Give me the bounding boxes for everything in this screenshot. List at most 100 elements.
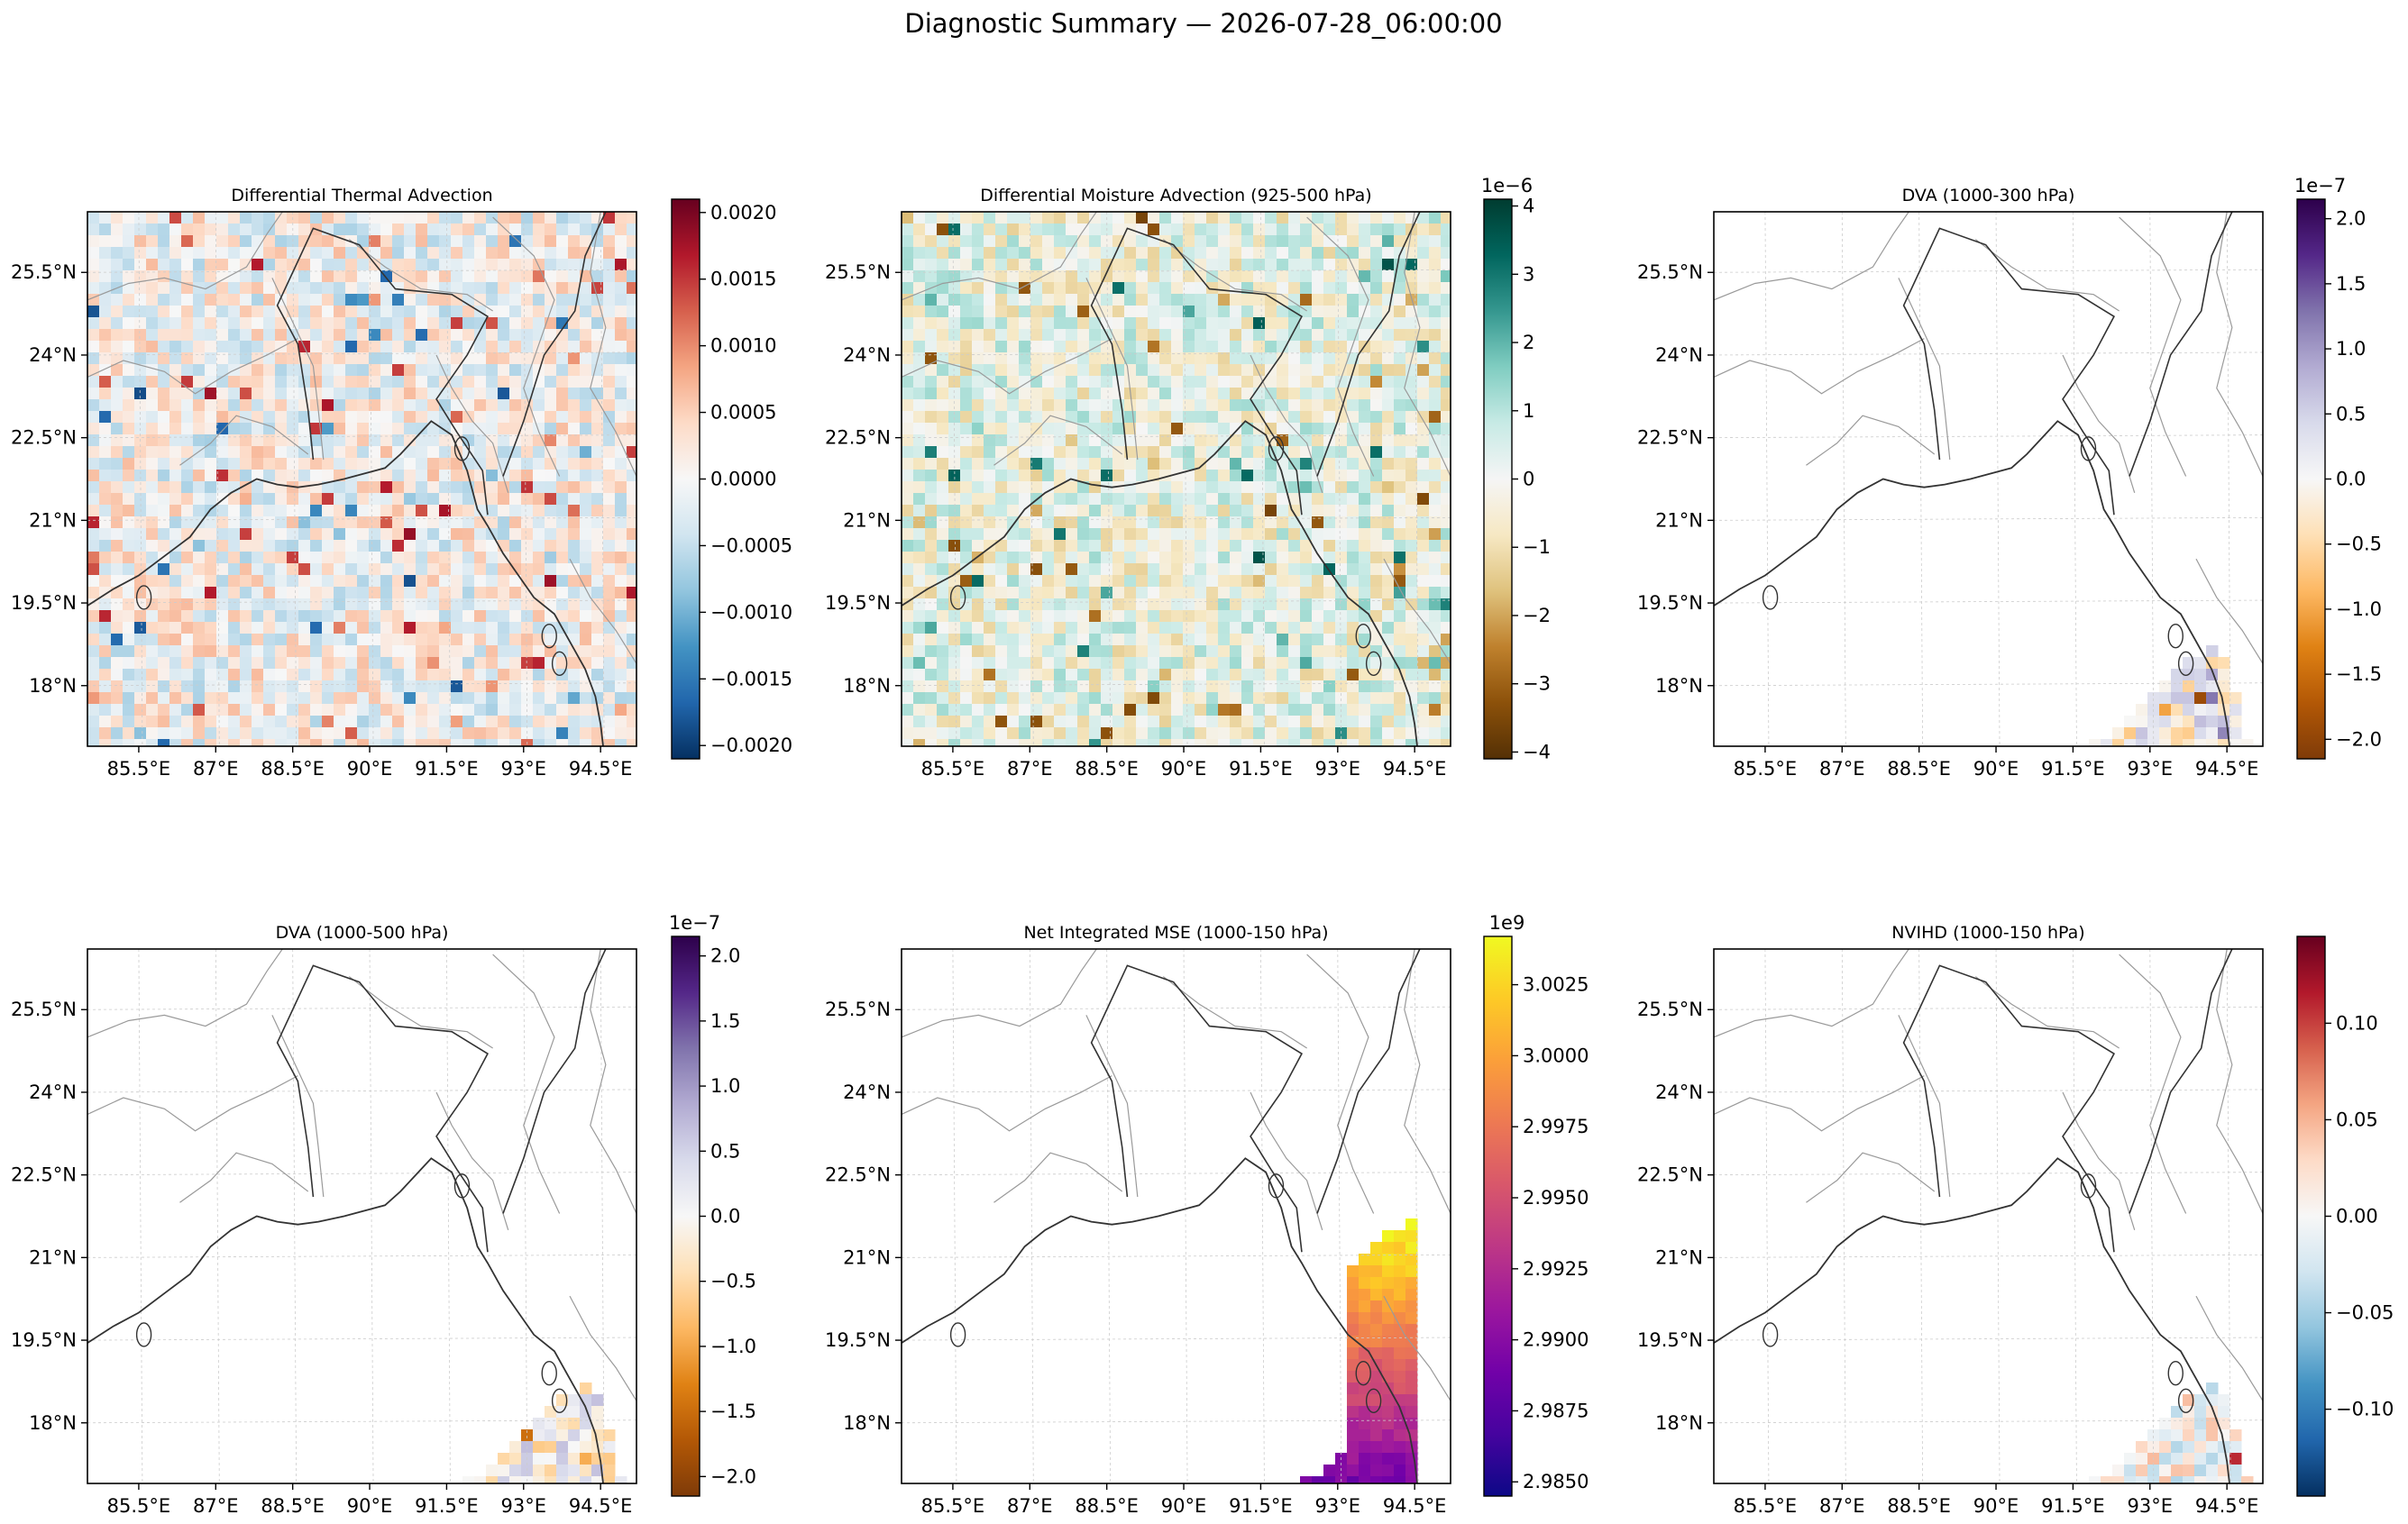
heatmap-cell xyxy=(322,364,334,377)
heatmap-cell xyxy=(1253,341,1266,353)
heatmap-cell xyxy=(1019,317,1031,330)
heatmap-cell xyxy=(1359,352,1371,365)
heatmap-cell xyxy=(509,306,522,318)
heatmap-cell xyxy=(925,505,938,517)
heatmap-cell xyxy=(263,610,276,623)
heatmap-cell xyxy=(545,1418,557,1430)
heatmap-cell xyxy=(169,669,182,681)
x-tick-label: 94.5°E xyxy=(1383,1495,1447,1517)
heatmap-cell xyxy=(1335,692,1348,705)
heatmap-cell xyxy=(357,306,370,318)
heatmap-cell xyxy=(498,552,510,564)
heatmap-cell xyxy=(380,493,393,506)
heatmap-cell xyxy=(1148,434,1160,447)
heatmap-cell xyxy=(580,1418,592,1430)
heatmap-cell xyxy=(111,341,124,353)
heatmap-cell xyxy=(545,669,557,681)
heatmap-cell xyxy=(369,446,381,459)
heatmap-cell xyxy=(228,259,241,271)
heatmap-cell xyxy=(146,470,159,482)
heatmap-cell xyxy=(1265,610,1277,623)
heatmap-cell xyxy=(392,575,405,588)
heatmap-cell xyxy=(995,364,1008,377)
heatmap-cell xyxy=(1230,364,1242,377)
heatmap-cell xyxy=(591,493,604,506)
heatmap-cell xyxy=(2194,727,2207,740)
heatmap-cell xyxy=(925,598,938,611)
heatmap-cell xyxy=(1019,376,1031,388)
heatmap-cell xyxy=(474,294,487,306)
heatmap-cell xyxy=(1206,224,1219,236)
heatmap-cell xyxy=(1394,235,1406,248)
heatmap-cell xyxy=(1030,739,1043,746)
heatmap-cell xyxy=(240,645,252,658)
heatmap-cell xyxy=(1183,235,1195,248)
heatmap-cell xyxy=(252,587,264,599)
heatmap-cell xyxy=(287,399,299,412)
heatmap-cell xyxy=(960,481,973,494)
heatmap-cell xyxy=(216,212,229,224)
heatmap-cell xyxy=(486,294,499,306)
heatmap-cell xyxy=(158,212,170,224)
heatmap-cell xyxy=(462,388,475,400)
heatmap-cell xyxy=(1042,516,1055,529)
heatmap-cell xyxy=(1218,235,1231,248)
plot-frame xyxy=(901,211,1451,747)
heatmap-cell xyxy=(1077,563,1090,576)
gridline-lon xyxy=(2226,212,2231,746)
heatmap-cell xyxy=(404,458,417,470)
heatmap-cell xyxy=(1347,411,1360,424)
heatmap-cell xyxy=(181,259,194,271)
heatmap-cell xyxy=(1370,1429,1383,1442)
heatmap-cell xyxy=(1312,645,1324,658)
heatmap-cell xyxy=(627,692,636,705)
colorbar-tick-label: −3 xyxy=(1523,673,1551,695)
heatmap-cell xyxy=(556,516,569,529)
heatmap-cell xyxy=(902,470,914,482)
heatmap-cell xyxy=(603,446,616,459)
heatmap-cell xyxy=(1429,680,1442,693)
heatmap-cell xyxy=(181,224,194,236)
heatmap-cell xyxy=(1429,645,1442,658)
heatmap-cell xyxy=(462,212,475,224)
heatmap-cell xyxy=(1347,552,1360,564)
heatmap-cell xyxy=(568,716,581,728)
heatmap-cell xyxy=(1218,622,1231,634)
heatmap-cell xyxy=(193,587,206,599)
heatmap-cell xyxy=(1405,680,1418,693)
heatmap-cell xyxy=(556,563,569,576)
heatmap-cell xyxy=(1370,540,1383,552)
heatmap-cell xyxy=(1429,341,1442,353)
heatmap-cell xyxy=(1124,716,1137,728)
heatmap-cell xyxy=(1218,540,1231,552)
heatmap-cell xyxy=(509,247,522,260)
heatmap-cell xyxy=(228,528,241,541)
heatmap-cell xyxy=(416,528,428,541)
heatmap-cell xyxy=(1230,235,1242,248)
heatmap-cell xyxy=(334,540,346,552)
heatmap-cell xyxy=(310,552,323,564)
heatmap-cell xyxy=(1394,493,1406,506)
heatmap-cell xyxy=(287,704,299,716)
heatmap-cell xyxy=(1405,399,1418,412)
coastline xyxy=(1714,420,2230,746)
heatmap-cell xyxy=(568,739,581,746)
heatmap-cell xyxy=(556,270,569,283)
heatmap-cell xyxy=(1277,680,1289,693)
heatmap-cell xyxy=(521,645,534,658)
heatmap-cell xyxy=(169,680,182,693)
border-line xyxy=(2216,212,2263,477)
heatmap-cell xyxy=(158,470,170,482)
heatmap-cell xyxy=(1206,669,1219,681)
heatmap-cell xyxy=(913,669,926,681)
heatmap-cell xyxy=(1007,540,1020,552)
heatmap-cell xyxy=(169,563,182,576)
heatmap-cell xyxy=(972,692,984,705)
heatmap-cell xyxy=(1335,528,1348,541)
heatmap-cell xyxy=(392,645,405,658)
heatmap-cell xyxy=(369,587,381,599)
heatmap-cell xyxy=(1206,552,1219,564)
heatmap-cell xyxy=(1077,692,1090,705)
heatmap-cell xyxy=(580,634,592,646)
heatmap-cell xyxy=(111,329,124,342)
